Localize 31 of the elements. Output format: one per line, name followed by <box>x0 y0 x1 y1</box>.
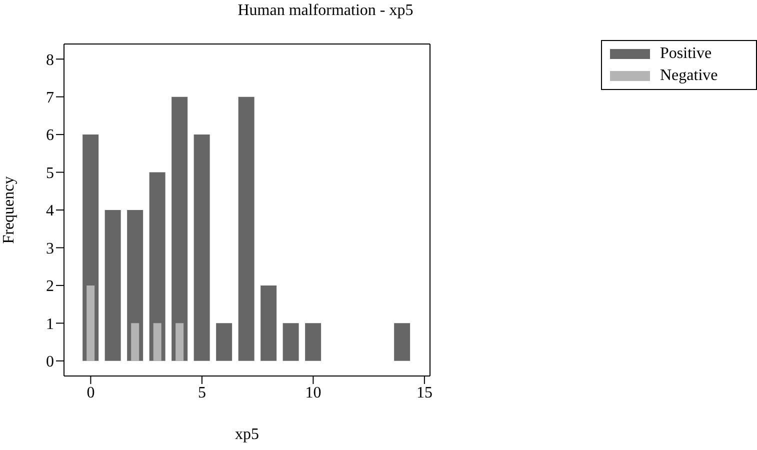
x-tick-label: 10 <box>305 384 322 402</box>
y-tick-label: 6 <box>46 127 54 144</box>
bar <box>238 96 254 361</box>
y-tick-label: 0 <box>46 354 54 371</box>
bar <box>104 210 121 361</box>
y-tick-label: 7 <box>46 90 54 106</box>
bar <box>194 134 210 361</box>
bar <box>176 323 184 361</box>
bar <box>394 323 410 361</box>
bar <box>216 323 232 361</box>
y-tick-label: 8 <box>46 52 54 69</box>
chart-title: Human malformation - xp5 <box>236 2 414 20</box>
y-tick-label: 5 <box>46 164 54 182</box>
y-tick-label: 3 <box>46 240 54 258</box>
x-tick-label: 15 <box>416 384 432 402</box>
x-tick-label: 0 <box>86 384 95 402</box>
bar <box>282 323 299 361</box>
legend-label: Negative <box>660 66 718 86</box>
bar <box>131 323 140 361</box>
legend-label: Positive <box>660 44 712 64</box>
bar <box>86 285 95 361</box>
y-tick-label: 1 <box>46 316 54 333</box>
bar <box>260 285 277 361</box>
x-axis-title: xp5 <box>235 426 259 443</box>
x-tick-label: 5 <box>198 384 206 402</box>
y-axis-title: Frequency <box>0 176 18 244</box>
y-tick-label: 2 <box>46 278 54 296</box>
bar <box>153 323 162 361</box>
bar <box>172 96 188 361</box>
bar <box>305 323 322 361</box>
y-tick-label: 4 <box>46 202 54 220</box>
